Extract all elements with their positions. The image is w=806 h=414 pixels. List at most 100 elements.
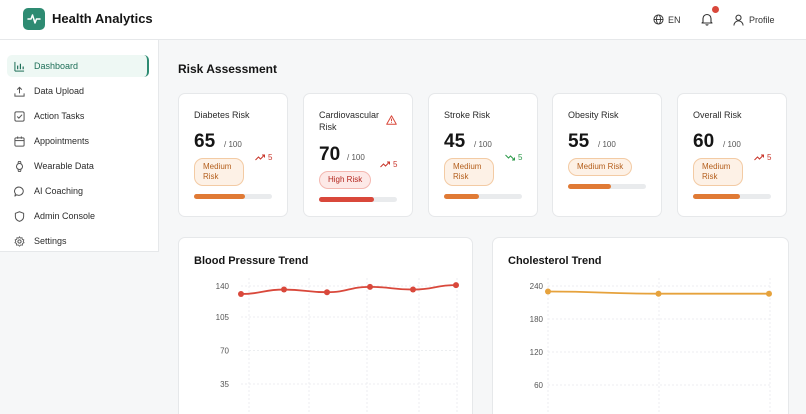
risk-progress-fill — [194, 194, 245, 199]
activity-icon — [27, 14, 41, 24]
profile-label: Profile — [749, 14, 775, 25]
risk-trend: 5 — [754, 153, 771, 162]
globe-icon — [653, 14, 664, 25]
chat-bubble-icon — [14, 186, 24, 197]
data-point[interactable] — [324, 289, 330, 296]
risk-score-max: / 100 — [224, 140, 242, 149]
watch-icon — [15, 160, 24, 172]
calendar-icon — [14, 135, 25, 147]
sidebar-item-admin-console[interactable]: Admin Console — [7, 205, 149, 227]
risk-card-title: Overall Risk — [693, 110, 742, 120]
cholesterol-chart: 240 180 120 60 — [530, 278, 772, 414]
risk-trend-value: 5 — [518, 153, 523, 162]
sidebar-item-label: Dashboard — [34, 61, 79, 71]
risk-level-badge: Medium Risk — [693, 158, 743, 186]
sidebar-item-action-tasks[interactable]: Action Tasks — [7, 105, 149, 127]
y-tick-label: 180 — [530, 315, 544, 324]
bar-chart-icon — [14, 61, 25, 72]
sidebar-item-label: Admin Console — [34, 211, 96, 221]
risk-progress-track — [319, 197, 397, 202]
upload-icon — [14, 86, 25, 97]
sidebar-item-label: AI Coaching — [34, 186, 84, 196]
sidebar-item-label: Data Upload — [34, 86, 85, 96]
risk-trend-value: 5 — [393, 160, 398, 169]
risk-trend-value: 5 — [767, 153, 772, 162]
y-tick-label: 60 — [534, 381, 543, 390]
trending-up-icon — [754, 154, 764, 161]
risk-progress-track — [693, 194, 771, 199]
language-selector[interactable]: EN — [653, 12, 681, 27]
risk-score-max: / 100 — [474, 140, 492, 149]
shield-icon — [14, 210, 25, 222]
y-tick-label: 70 — [220, 347, 229, 356]
series-line — [240, 284, 457, 295]
risk-level-badge: High Risk — [319, 171, 372, 189]
data-point[interactable] — [545, 288, 551, 295]
blood-pressure-chart-card: Blood Pressure Trend 140 105 70 35 — [178, 237, 473, 414]
app-logo[interactable] — [23, 8, 45, 30]
bell-icon[interactable] — [700, 12, 714, 26]
sidebar-item-settings[interactable]: Settings — [7, 230, 149, 252]
chart-title: Blood Pressure Trend — [194, 255, 309, 267]
risk-card-title: Obesity Risk — [568, 110, 619, 120]
risk-level-badge: Medium Risk — [194, 158, 244, 186]
risk-trend-value: 5 — [268, 153, 273, 162]
notification-dot — [712, 6, 719, 13]
cholesterol-chart-card: Cholesterol Trend 240 180 120 60 — [492, 237, 789, 414]
sidebar-item-label: Action Tasks — [34, 111, 85, 121]
sidebar-item-wearable-data[interactable]: Wearable Data — [7, 155, 149, 177]
risk-progress-fill — [444, 194, 480, 199]
data-point[interactable] — [410, 286, 416, 293]
app-header: Health Analytics EN Profile — [0, 0, 806, 40]
data-point[interactable] — [766, 290, 772, 297]
risk-progress-track — [568, 184, 646, 189]
risk-card-obesity[interactable]: Obesity Risk 55 / 100 Medium Risk — [552, 93, 662, 217]
trending-up-icon — [255, 154, 265, 161]
risk-trend: 5 — [380, 160, 397, 169]
user-icon — [733, 14, 744, 26]
chart-title: Cholesterol Trend — [508, 255, 602, 267]
risk-score: 65 — [194, 131, 216, 152]
risk-card-stroke[interactable]: Stroke Risk 45 / 100 Medium Risk 5 — [428, 93, 538, 217]
data-point[interactable] — [453, 282, 459, 289]
risk-trend: 5 — [505, 153, 522, 162]
y-tick-label: 120 — [530, 348, 544, 357]
risk-score-max: / 100 — [347, 153, 365, 162]
risk-card-overall[interactable]: Overall Risk 60 / 100 Medium Risk 5 — [677, 93, 787, 217]
data-point[interactable] — [238, 290, 244, 297]
sidebar: Dashboard Data Upload Action Tasks Appoi… — [0, 40, 159, 252]
y-tick-label: 105 — [216, 313, 230, 322]
trending-up-icon — [380, 161, 390, 168]
language-label: EN — [668, 14, 681, 25]
trending-down-icon — [505, 154, 515, 161]
risk-level-badge: Medium Risk — [444, 158, 494, 186]
risk-score: 45 — [444, 131, 466, 152]
risk-score: 55 — [568, 131, 590, 152]
sidebar-item-label: Settings — [34, 236, 67, 246]
data-point[interactable] — [281, 286, 287, 293]
risk-card-diabetes[interactable]: Diabetes Risk 65 / 100 Medium Risk 5 — [178, 93, 288, 217]
section-title: Risk Assessment — [178, 62, 277, 76]
risk-progress-fill — [693, 194, 740, 199]
sidebar-item-appointments[interactable]: Appointments — [7, 130, 149, 152]
checkbox-icon — [14, 110, 25, 122]
risk-progress-fill — [568, 184, 611, 189]
risk-score: 70 — [319, 144, 341, 165]
risk-score-max: / 100 — [598, 140, 616, 149]
y-tick-label: 240 — [530, 282, 544, 291]
data-point[interactable] — [655, 290, 662, 297]
risk-score: 60 — [693, 131, 715, 152]
sidebar-item-label: Appointments — [34, 136, 90, 146]
risk-card-title: Cardiovascular Risk — [319, 110, 380, 132]
risk-card-cardiovascular[interactable]: Cardiovascular Risk 70 / 100 High Risk 5 — [303, 93, 413, 217]
sidebar-item-data-upload[interactable]: Data Upload — [7, 80, 149, 102]
data-point[interactable] — [367, 283, 373, 290]
sidebar-item-label: Wearable Data — [34, 161, 94, 171]
alert-triangle-icon — [386, 115, 397, 125]
risk-card-title: Stroke Risk — [444, 110, 491, 120]
risk-progress-track — [194, 194, 272, 199]
sidebar-item-ai-coaching[interactable]: AI Coaching — [7, 180, 149, 202]
risk-progress-track — [444, 194, 522, 199]
sidebar-item-dashboard[interactable]: Dashboard — [7, 55, 149, 77]
profile-button[interactable]: Profile — [733, 12, 775, 27]
